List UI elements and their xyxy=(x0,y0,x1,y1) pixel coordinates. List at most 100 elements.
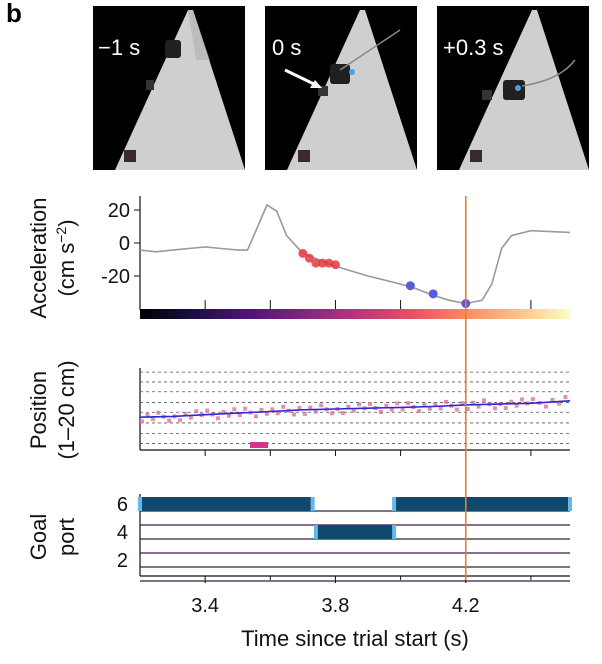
acc-ylabel: Acceleration (cm s−2) xyxy=(26,197,79,318)
pos-raw-mark xyxy=(270,407,275,412)
goal-on-segment xyxy=(394,497,570,511)
pos-raw-mark xyxy=(275,411,280,416)
goal-on-edge xyxy=(310,497,315,511)
pos-raw-mark xyxy=(368,402,373,407)
pos-raw-mark xyxy=(226,413,231,418)
pos-raw-mark xyxy=(237,413,242,418)
pos-raw-mark xyxy=(460,401,465,406)
goal-on-edge xyxy=(568,497,572,511)
pos-raw-mark xyxy=(395,401,400,406)
pos-raw-mark xyxy=(221,409,226,414)
pos-raw-mark xyxy=(465,407,470,411)
pos-raw-mark xyxy=(140,419,144,424)
goal-ytick: 6 xyxy=(117,494,128,516)
pos-raw-mark xyxy=(406,401,411,406)
acc-blue-point xyxy=(428,289,438,299)
acc-ytick: -20 xyxy=(101,266,130,288)
pos-raw-mark xyxy=(194,409,199,414)
pos-raw-mark xyxy=(509,399,514,404)
pos-raw-mark xyxy=(340,410,345,415)
pos-raw-mark xyxy=(188,415,193,420)
pos-raw-mark xyxy=(378,410,383,415)
goal-ylabel-2: port xyxy=(54,518,79,556)
pos-raw-mark xyxy=(422,402,427,407)
pos-raw-mark xyxy=(416,409,421,414)
pos-raw-mark xyxy=(400,407,405,412)
pos-raw-mark xyxy=(216,416,221,421)
acc-ytick: 20 xyxy=(108,200,130,222)
pos-raw-mark xyxy=(389,407,394,412)
frame-2: 0 s xyxy=(265,6,417,170)
robot-icon xyxy=(503,80,525,100)
acc-ylabel-main: Acceleration xyxy=(26,197,51,318)
pos-raw-mark xyxy=(259,407,264,412)
pos-ylabel-main: Position xyxy=(26,371,51,449)
goal-on-edge xyxy=(392,497,397,511)
pos-raw-mark xyxy=(145,413,150,418)
pos-raw-mark xyxy=(556,401,561,406)
pos-raw-mark xyxy=(503,406,508,411)
frame-label-1: −1 s xyxy=(98,35,140,60)
robot-icon xyxy=(165,40,181,58)
pos-raw-mark xyxy=(471,400,476,405)
position-smooth-line xyxy=(139,400,571,418)
pos-raw-mark xyxy=(492,406,497,411)
position-outlier xyxy=(250,442,268,448)
pos-raw-mark xyxy=(254,414,259,419)
acc-red-point xyxy=(330,260,340,270)
robot-icon xyxy=(330,64,350,84)
pos-raw-mark xyxy=(183,411,188,416)
goal-on-segment xyxy=(140,497,313,511)
pos-raw-mark xyxy=(313,409,318,414)
acceleration-axes: 20 0 -20 xyxy=(101,196,570,319)
pos-raw-mark xyxy=(520,397,525,402)
frame-label-2: 0 s xyxy=(272,35,301,60)
goal-ylabel-1: Goal xyxy=(26,514,51,560)
pos-raw-mark xyxy=(543,404,548,409)
pos-raw-mark xyxy=(167,418,172,423)
pos-raw-mark xyxy=(308,405,313,410)
pos-raw-mark xyxy=(454,407,459,412)
frame-3: +0.3 s xyxy=(437,6,589,170)
pos-raw-mark xyxy=(438,406,443,411)
pos-raw-mark xyxy=(563,395,568,400)
acc-red-point xyxy=(298,248,308,258)
pos-raw-mark xyxy=(264,411,269,416)
acc-ylabel-units: (cm s−2) xyxy=(53,219,79,296)
pos-raw-mark xyxy=(205,408,210,413)
pos-raw-mark xyxy=(346,404,351,409)
pos-raw-mark xyxy=(232,407,237,412)
pos-raw-mark xyxy=(514,403,519,408)
acc-red-point xyxy=(311,258,321,268)
pos-raw-mark xyxy=(302,411,307,416)
goal-ytick: 2 xyxy=(117,550,128,572)
frame-label-3: +0.3 s xyxy=(443,35,504,60)
pos-raw-mark xyxy=(427,406,432,411)
pos-raw-mark xyxy=(150,416,155,421)
time-colorbar xyxy=(140,309,570,319)
goal-on-edge xyxy=(138,497,142,511)
panel-letter: b xyxy=(6,0,22,28)
acceleration-line xyxy=(140,203,570,305)
goal-xtick-label: 4.2 xyxy=(452,595,480,617)
pos-raw-mark xyxy=(330,411,335,416)
pos-raw-mark xyxy=(550,397,555,402)
goal-on-edge xyxy=(392,525,397,539)
pos-raw-mark xyxy=(444,399,449,404)
goal-xtick-label: 3.4 xyxy=(191,595,219,617)
pos-raw-mark xyxy=(178,418,183,423)
frame-1: −1 s xyxy=(93,6,245,170)
pos-raw-mark xyxy=(156,410,161,415)
pos-raw-mark xyxy=(297,406,302,411)
acc-red-point xyxy=(317,258,327,268)
goal-ytick: 4 xyxy=(117,522,128,544)
arrow-icon xyxy=(284,68,322,88)
acc-red-point xyxy=(304,253,314,263)
pos-raw-mark xyxy=(281,404,286,409)
x-axis-title: Time since trial start (s) xyxy=(241,626,469,651)
pos-raw-mark xyxy=(384,403,389,408)
position-axes xyxy=(139,368,571,456)
acc-ytick: 0 xyxy=(119,233,130,255)
goal-on-edge xyxy=(313,525,318,539)
goal-xtick-label: 3.8 xyxy=(322,595,350,617)
